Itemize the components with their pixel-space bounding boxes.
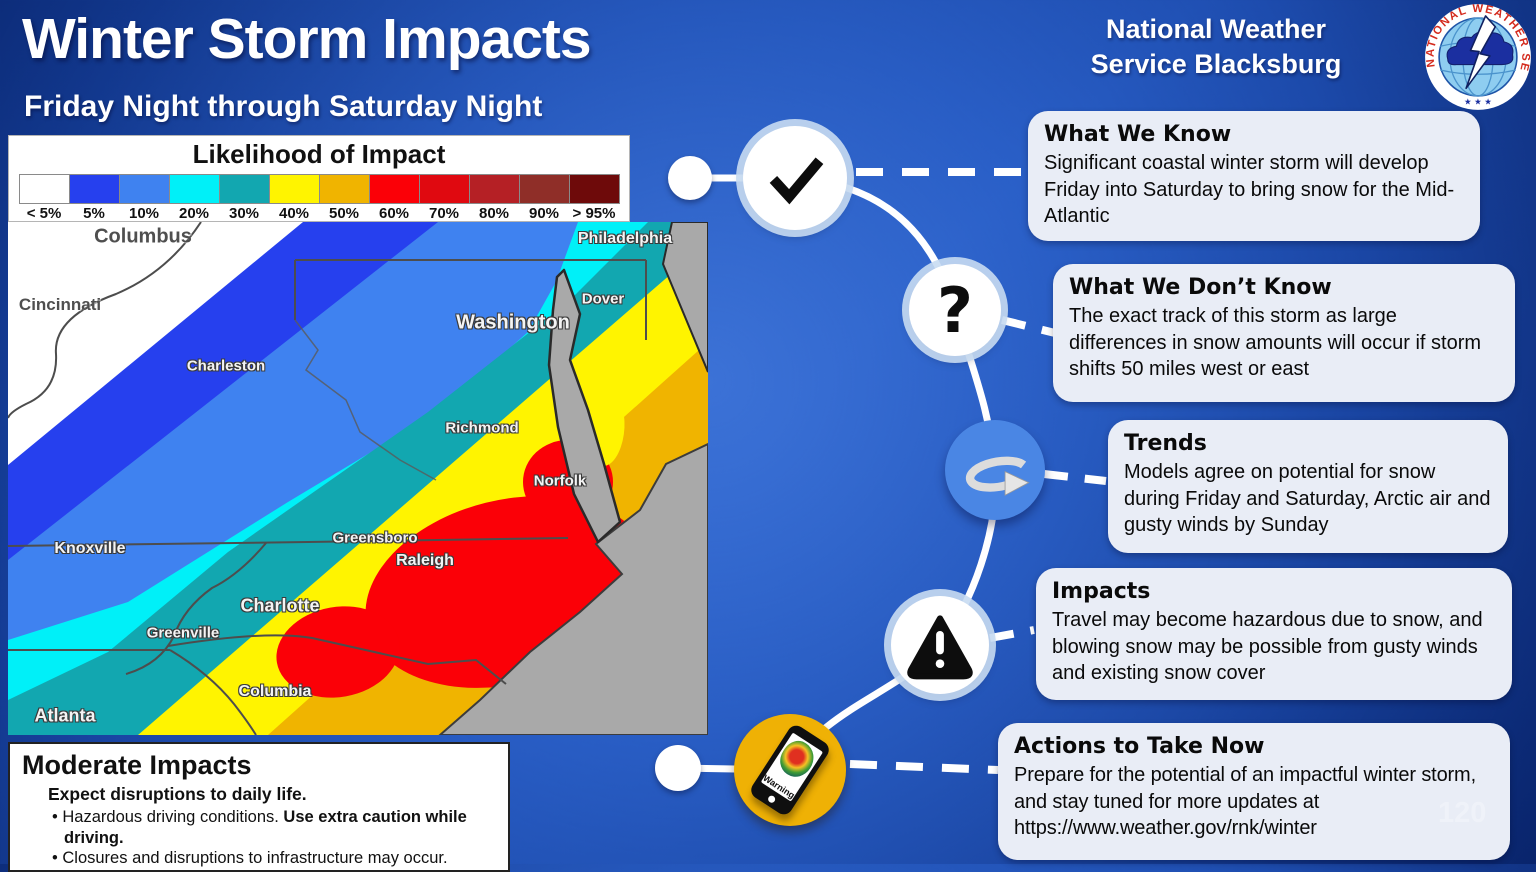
panel-actions: Actions to Take Now Prepare for the pote…: [998, 723, 1510, 860]
panel-body: The exact track of this storm as large d…: [1069, 305, 1482, 381]
panel-title: Trends: [1124, 431, 1207, 456]
phone-icon: Warning!: [747, 722, 833, 818]
timeline-end-dot: [655, 745, 701, 791]
legend-title: Likelihood of Impact: [192, 139, 446, 169]
legend-bin-label: 70%: [428, 205, 460, 222]
impact-summary-lead: Expect disruptions to daily life.: [48, 784, 307, 804]
legend-swatch: [19, 174, 70, 204]
legend-bin-label: > 95%: [572, 205, 616, 222]
impact-summary-list: Hazardous driving conditions. Use extra …: [52, 807, 496, 869]
city-label: Charlotte: [240, 595, 320, 616]
city-label: Atlanta: [34, 705, 96, 726]
city-label: Richmond: [445, 419, 519, 437]
panel-body: Travel may become hazardous due to snow,…: [1052, 609, 1483, 685]
panel-body: Models agree on potential for snow durin…: [1124, 461, 1491, 537]
warning-icon: [907, 615, 973, 680]
impact-summary-box: Moderate Impacts Expect disruptions to d…: [8, 742, 510, 872]
impact-bullet: Closures and disruptions to infrastructu…: [62, 848, 496, 869]
frame-watermark: 120: [1438, 797, 1487, 829]
city-label: Washington: [456, 311, 570, 334]
legend: Likelihood of Impact < 5% 5% 10% 20% 30% 40% 5…: [8, 135, 630, 222]
legend-swatch: [419, 174, 470, 204]
legend-bin-label: 50%: [328, 205, 360, 222]
trend-arrow-icon: [965, 456, 1030, 496]
legend-swatch: [519, 174, 570, 204]
city-label: Knoxville: [54, 540, 126, 557]
panel-impacts: Impacts Travel may become hazardous due …: [1036, 568, 1512, 700]
panel-what-we-dont-know: What We Don’t Know The exact track of th…: [1053, 264, 1515, 402]
org-name: National Weather Service Blacksburg: [1020, 12, 1412, 82]
legend-bin-label: 30%: [228, 205, 260, 222]
timeline-node-trends: [945, 420, 1045, 520]
city-label: Norfolk: [533, 472, 587, 490]
city-label: Dover: [581, 290, 625, 308]
legend-bin-label: 40%: [278, 205, 310, 222]
legend-bin-label: 90%: [528, 205, 560, 222]
legend-swatch: [169, 174, 220, 204]
legend-bin-label: 20%: [178, 205, 210, 222]
legend-swatch: [319, 174, 370, 204]
legend-swatch: [569, 174, 620, 204]
city-label: Cincinnati: [18, 295, 102, 314]
legend-swatch: [69, 174, 120, 204]
timeline-node-unknown: ?: [909, 264, 1001, 356]
legend-swatch: [269, 174, 320, 204]
page-subtitle: Friday Night through Saturday Night: [24, 90, 543, 123]
panel-title: Actions to Take Now: [1014, 734, 1265, 759]
check-icon: [769, 157, 824, 205]
impact-map: Columbus Cincinnati Philadelphia Dover Washi…: [8, 222, 708, 735]
legend-label-row: < 5% 5% 10% 20% 30% 40% 50% 60% 70% 80% 90% > 95%: [19, 205, 619, 222]
nws-logo-stars: ★ ★ ★: [1464, 97, 1492, 107]
panel-title: Impacts: [1052, 579, 1151, 604]
nws-logo-icon: NATIONAL WEATHER SERVICE ★ ★ ★: [1424, 3, 1531, 110]
question-icon: ?: [937, 273, 973, 347]
legend-swatch: [119, 174, 170, 204]
legend-swatch: [369, 174, 420, 204]
legend-swatch-row: [19, 174, 620, 204]
timeline-node-know: [743, 126, 847, 230]
legend-swatch: [469, 174, 520, 204]
panel-body: Significant coastal winter storm will de…: [1044, 152, 1455, 228]
legend-bin-label: < 5%: [26, 205, 62, 222]
phone-home-button: [766, 794, 777, 804]
phone-warning-label: Warning!: [761, 772, 800, 802]
panel-trends: Trends Models agree on potential for sno…: [1108, 420, 1508, 553]
legend-bin-label: 10%: [128, 205, 160, 222]
timeline-node-impacts: [891, 596, 989, 694]
org-name-line2: Service Blacksburg: [1090, 49, 1342, 79]
city-label: Columbia: [238, 683, 312, 700]
legend-bin-label: 60%: [378, 205, 410, 222]
panel-what-we-know: What We Know Significant coastal winter …: [1028, 111, 1480, 241]
city-label: Raleigh: [396, 552, 454, 569]
city-label: Columbus: [94, 225, 192, 248]
city-label: Philadelphia: [577, 230, 673, 247]
page-title: Winter Storm Impacts: [22, 7, 592, 71]
panel-title: What We Don’t Know: [1069, 275, 1332, 300]
impact-map-graphic: [8, 222, 708, 735]
panel-title: What We Know: [1044, 122, 1232, 147]
legend-bin-label: 5%: [83, 205, 105, 222]
impact-bullet: Hazardous driving conditions. Use extra …: [62, 807, 496, 848]
timeline-node-actions: Warning!: [734, 714, 846, 826]
legend-swatch: [219, 174, 270, 204]
city-label: Greensboro: [332, 529, 418, 547]
phone-screen: Warning!: [760, 732, 824, 802]
radar-image: [773, 735, 821, 783]
impact-summary-title: Moderate Impacts: [22, 750, 252, 780]
org-name-line1: National Weather: [1105, 14, 1327, 44]
city-label: Charleston: [186, 357, 266, 375]
city-label: Greenville: [146, 624, 220, 642]
panel-body: Prepare for the potential of an impactfu…: [1014, 764, 1476, 840]
timeline-start-dot: [668, 156, 712, 200]
legend-bin-label: 80%: [478, 205, 510, 222]
